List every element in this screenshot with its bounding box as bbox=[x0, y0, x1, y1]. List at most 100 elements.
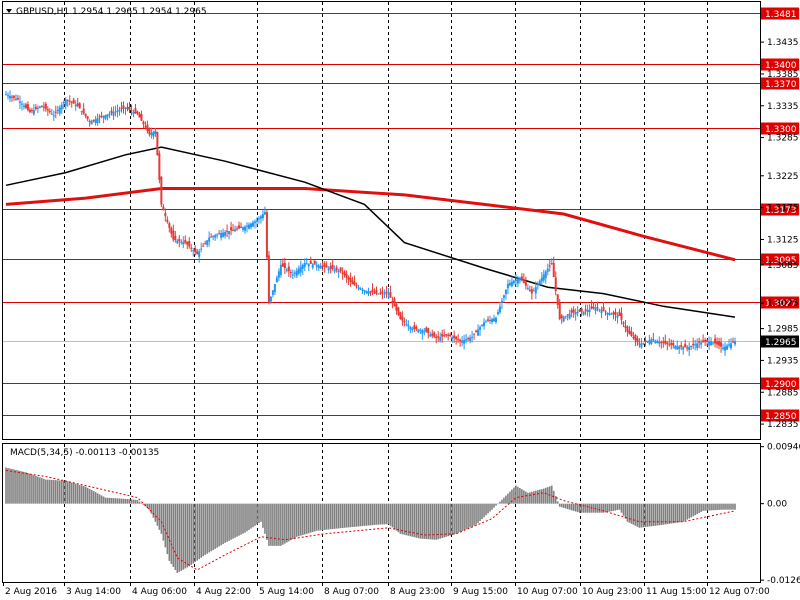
candle-body bbox=[377, 293, 380, 295]
level-label-box bbox=[761, 122, 799, 135]
macd-histogram-bar bbox=[527, 492, 529, 504]
macd-histogram-bar bbox=[206, 503, 208, 554]
macd-histogram-bar bbox=[357, 503, 360, 527]
macd-panel-frame bbox=[2, 443, 761, 583]
candle-body bbox=[22, 105, 25, 107]
macd-histogram-bar bbox=[78, 484, 81, 504]
macd-histogram-bar bbox=[339, 503, 342, 529]
candle-body bbox=[447, 334, 450, 336]
macd-histogram-bar bbox=[644, 503, 647, 528]
macd-histogram-bar bbox=[74, 483, 77, 504]
candle-body bbox=[494, 317, 497, 323]
candle-body bbox=[42, 106, 45, 108]
candle-body bbox=[405, 323, 408, 326]
macd-histogram-bar bbox=[542, 488, 545, 504]
candle-body bbox=[329, 266, 332, 269]
macd-histogram-bar bbox=[45, 479, 47, 504]
macd-histogram-bar bbox=[491, 503, 493, 510]
macd-histogram-bar bbox=[220, 503, 222, 546]
macd-histogram-bar bbox=[640, 503, 643, 528]
macd-histogram-bar bbox=[337, 503, 340, 529]
macd-histogram-bar bbox=[586, 503, 589, 513]
candle-body bbox=[724, 346, 727, 351]
candle-body bbox=[498, 306, 501, 313]
candle-body bbox=[582, 311, 585, 315]
candle-body bbox=[172, 230, 175, 240]
macd-histogram-bar bbox=[445, 503, 447, 537]
macd-histogram-bar bbox=[156, 503, 159, 526]
price-axis: 1.34351.33851.33351.32851.32251.31751.31… bbox=[760, 38, 799, 430]
candle-body bbox=[305, 263, 308, 265]
candle-body bbox=[277, 271, 280, 278]
candle-body bbox=[530, 289, 533, 294]
macd-histogram-bar bbox=[238, 503, 240, 536]
candle-body bbox=[114, 111, 117, 113]
candle-body bbox=[500, 300, 503, 303]
current-price-box bbox=[761, 335, 799, 348]
candle-body bbox=[487, 319, 490, 321]
candle-body bbox=[389, 292, 392, 298]
macd-histogram-bar bbox=[499, 501, 501, 504]
macd-histogram-bar bbox=[172, 503, 175, 567]
macd-histogram-bar bbox=[41, 478, 43, 504]
macd-histogram-bar bbox=[236, 503, 238, 537]
candle-body bbox=[202, 245, 205, 247]
candle-body bbox=[40, 105, 43, 108]
macd-histogram-bar bbox=[60, 480, 63, 504]
macd-histogram-bar bbox=[546, 487, 549, 504]
macd-histogram-bar bbox=[449, 503, 451, 536]
macd-histogram-bar bbox=[540, 489, 543, 504]
candle-body bbox=[590, 306, 593, 309]
macd-histogram-bar bbox=[397, 503, 400, 533]
macd-histogram-bar bbox=[170, 503, 173, 564]
macd-histogram-bar bbox=[315, 503, 318, 531]
macd-histogram-bar bbox=[529, 492, 531, 504]
macd-histogram-bar bbox=[734, 503, 736, 510]
candle-body bbox=[451, 337, 454, 339]
candle-body bbox=[297, 268, 300, 274]
macd-histogram-bar bbox=[301, 503, 304, 535]
macd-histogram-bar bbox=[393, 503, 396, 529]
candle-body bbox=[658, 341, 661, 344]
candle-body bbox=[670, 342, 673, 345]
macd-histogram-bar bbox=[13, 469, 15, 504]
chart-header[interactable]: GBPUSD,H1 1.2954 1.2965 1.2954 1.2965 bbox=[6, 7, 207, 17]
macd-histogram-bar bbox=[584, 503, 587, 513]
candle-body bbox=[327, 268, 330, 271]
candle-body bbox=[491, 319, 493, 323]
macd-histogram-bar bbox=[519, 487, 521, 504]
macd-histogram-bar bbox=[459, 503, 461, 532]
candle-body bbox=[361, 289, 364, 291]
macd-histogram-bar bbox=[272, 503, 274, 546]
macd-histogram-bar bbox=[323, 503, 326, 530]
macd-histogram-bar bbox=[248, 503, 250, 530]
candle-body bbox=[544, 271, 547, 279]
candle-body bbox=[255, 220, 258, 222]
candle-body bbox=[289, 271, 292, 273]
macd-histogram-bar bbox=[5, 467, 7, 504]
time-tick-label: 10 Aug 23:00 bbox=[582, 587, 643, 597]
macd-histogram-bar bbox=[403, 503, 406, 535]
candle-body bbox=[419, 329, 422, 331]
level-label: 1.3300 bbox=[765, 125, 797, 135]
macd-histogram-bar bbox=[244, 503, 246, 533]
candle-body bbox=[411, 328, 414, 330]
macd-histogram-bar bbox=[544, 487, 547, 504]
candle-body bbox=[311, 264, 314, 268]
candle-body bbox=[566, 314, 569, 316]
candle-body bbox=[429, 334, 432, 337]
triangle-down-icon[interactable] bbox=[6, 9, 12, 13]
macd-histogram-bar bbox=[399, 503, 402, 534]
macd-histogram-bar bbox=[294, 503, 296, 538]
macd-histogram-bar bbox=[626, 503, 629, 522]
candle-body bbox=[664, 340, 667, 344]
candle-body bbox=[632, 336, 635, 339]
macd-histogram-bar bbox=[325, 503, 328, 530]
macd-histogram-bar bbox=[124, 498, 127, 504]
macd-histogram-bar bbox=[254, 503, 256, 526]
macd-histogram-bar bbox=[718, 503, 720, 510]
level-label: 1.2900 bbox=[765, 380, 797, 390]
macd-histogram-bar bbox=[204, 503, 206, 555]
macd-histogram-bar bbox=[608, 503, 611, 512]
macd-histogram-bar bbox=[86, 487, 89, 504]
